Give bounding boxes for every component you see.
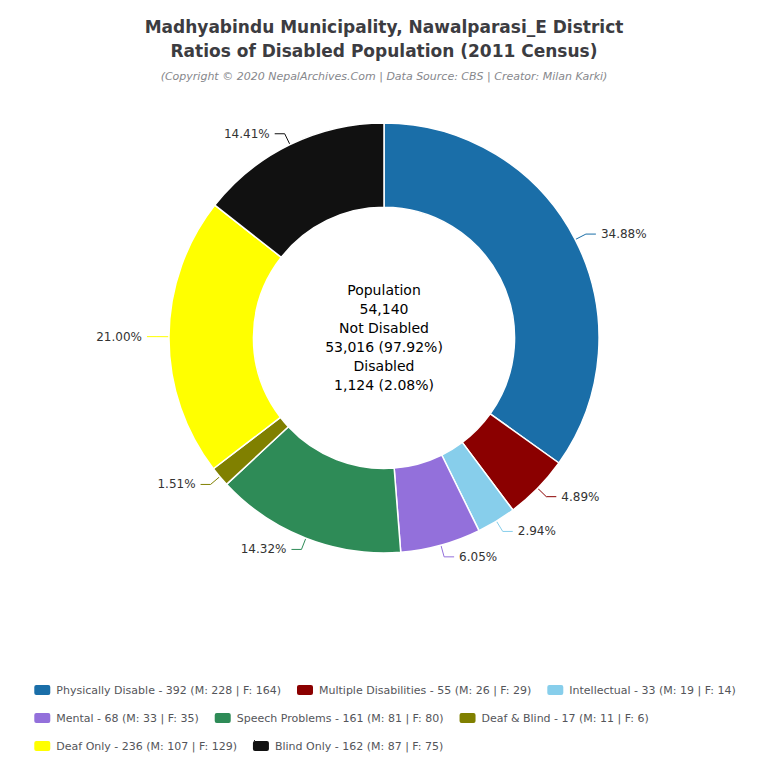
svg-text:Intellectual - 33 (M: 19 | F:: Intellectual - 33 (M: 19 | F: 14) — [569, 684, 735, 697]
svg-text:Blind Only - 162 (M: 87 | F: 7: Blind Only - 162 (M: 87 | F: 75) — [275, 740, 443, 753]
svg-text:Not Disabled: Not Disabled — [339, 320, 429, 336]
svg-text:Speech Problems - 161 (M: 81 |: Speech Problems - 161 (M: 81 | F: 80) — [237, 712, 444, 725]
svg-text:1,124 (2.08%): 1,124 (2.08%) — [334, 377, 434, 393]
svg-text:14.32%: 14.32% — [241, 542, 287, 556]
svg-text:Ratios of Disabled Population: Ratios of Disabled Population (2011 Cens… — [171, 41, 598, 61]
svg-text:54,140: 54,140 — [360, 301, 409, 317]
svg-text:Mental - 68 (M: 33 | F: 35): Mental - 68 (M: 33 | F: 35) — [56, 712, 198, 725]
svg-text:4.89%: 4.89% — [561, 490, 599, 504]
svg-text:21.00%: 21.00% — [96, 330, 142, 344]
svg-text:Population: Population — [347, 282, 421, 298]
svg-text:Disabled: Disabled — [354, 358, 415, 374]
svg-text:Madhyabindu Municipality, Nawa: Madhyabindu Municipality, Nawalparasi_E … — [145, 17, 624, 37]
svg-text:6.05%: 6.05% — [459, 550, 497, 564]
svg-text:53,016 (97.92%): 53,016 (97.92%) — [325, 339, 443, 355]
svg-text:14.41%: 14.41% — [224, 127, 270, 141]
svg-text:1.51%: 1.51% — [157, 477, 195, 491]
svg-text:2.94%: 2.94% — [518, 524, 556, 538]
svg-text:Deaf & Blind - 17 (M: 11 | F:: Deaf & Blind - 17 (M: 11 | F: 6) — [482, 712, 649, 725]
svg-text:Physically Disable - 392 (M: 2: Physically Disable - 392 (M: 228 | F: 16… — [56, 684, 281, 697]
svg-text:34.88%: 34.88% — [601, 227, 647, 241]
svg-text:Deaf Only - 236 (M: 107 | F: 1: Deaf Only - 236 (M: 107 | F: 129) — [56, 740, 237, 753]
svg-text:Multiple Disabilities - 55 (M:: Multiple Disabilities - 55 (M: 26 | F: 2… — [319, 684, 531, 697]
svg-text:(Copyright © 2020 NepalArchive: (Copyright © 2020 NepalArchives.Com | Da… — [161, 70, 608, 83]
